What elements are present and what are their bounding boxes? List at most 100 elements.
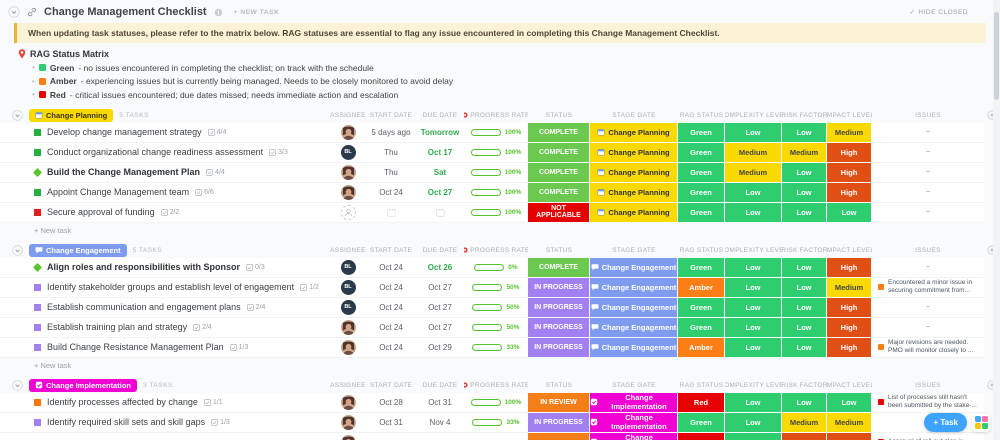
due-date-cell[interactable]: Oct 29 xyxy=(416,337,464,358)
issues-cell[interactable]: – xyxy=(872,317,984,338)
group-badge[interactable]: Change Implementation xyxy=(29,378,138,392)
due-date-cell[interactable]: Oct 27 xyxy=(416,297,464,318)
progress-rate-cell[interactable]: 100% xyxy=(464,182,528,203)
due-date-cell[interactable]: Oct 26 xyxy=(416,257,464,278)
status-cell[interactable]: COMPLETE xyxy=(528,162,590,183)
group-badge[interactable]: Change Planning xyxy=(29,108,114,122)
complexity-level-cell[interactable]: Low xyxy=(725,337,782,358)
complexity-level-cell[interactable]: Low xyxy=(725,412,782,433)
task-name-cell[interactable]: Align roles and responsibilities with Sp… xyxy=(0,257,330,278)
progress-rate-cell[interactable]: 33% xyxy=(464,337,528,358)
assignee-avatar[interactable] xyxy=(340,124,356,140)
new-task-button[interactable]: + New task xyxy=(34,360,72,370)
stage-gate-cell[interactable]: Change Engagement xyxy=(590,337,678,358)
start-date-cell[interactable]: Oct 31 xyxy=(366,412,416,433)
impact-level-cell[interactable]: Low xyxy=(827,202,872,223)
task-name-cell[interactable]: Build Change Resistance Management Plan 1… xyxy=(0,337,330,358)
rag-status-cell[interactable] xyxy=(678,432,725,440)
collapse-chevron-icon[interactable] xyxy=(12,379,23,391)
issues-cell[interactable]: – xyxy=(872,297,984,318)
assignee-cell[interactable] xyxy=(330,412,366,433)
column-header-stage-gate[interactable]: STAGE GATE xyxy=(590,112,678,119)
column-header-status[interactable]: STATUS xyxy=(528,112,590,119)
status-cell[interactable]: COMPLETE xyxy=(528,122,590,143)
stage-gate-cell[interactable]: Change Engagement xyxy=(590,317,678,338)
risk-factor-cell[interactable]: Medium xyxy=(782,412,827,433)
issues-cell[interactable]: – xyxy=(872,257,984,278)
progress-rate-cell[interactable]: 100% xyxy=(464,202,528,223)
complexity-level-cell[interactable]: Medium xyxy=(725,162,782,183)
start-date-cell[interactable]: Thu xyxy=(366,142,416,163)
stage-gate-cell[interactable]: Change Engagement xyxy=(590,277,678,298)
start-date-cell[interactable]: Oct 24 xyxy=(366,337,416,358)
complexity-level-cell[interactable] xyxy=(725,432,782,440)
collapse-chevron-icon[interactable] xyxy=(12,244,23,256)
issues-cell[interactable]: List of processes still hasn't been subm… xyxy=(872,392,984,413)
risk-factor-cell[interactable]: Low xyxy=(782,297,827,318)
task-name-cell[interactable]: Establish training plan and strategy 2/4 xyxy=(0,317,330,338)
risk-factor-cell[interactable]: Low xyxy=(782,162,827,183)
due-date-cell[interactable]: Oct 17 xyxy=(416,142,464,163)
collapse-chevron-icon[interactable] xyxy=(8,6,20,18)
column-header-complexity-level[interactable]: COMPLEXITY LEVEL xyxy=(725,382,782,389)
status-cell[interactable]: NOT APPLICABLE xyxy=(528,202,590,223)
group-badge[interactable]: Change Engagement xyxy=(29,243,127,257)
impact-level-cell[interactable]: High xyxy=(827,182,872,203)
start-date-cell[interactable]: Oct 28 xyxy=(366,392,416,413)
column-header-assignee[interactable]: ASSIGNEE xyxy=(330,247,366,254)
task-name-cell[interactable]: Appoint Change Management team 6/6 xyxy=(0,182,330,203)
vertical-scrollbar[interactable] xyxy=(993,0,1000,440)
issues-cell[interactable]: – xyxy=(872,162,984,183)
start-date-cell[interactable] xyxy=(366,432,416,440)
risk-factor-cell[interactable]: Low xyxy=(782,257,827,278)
impact-level-cell[interactable]: High xyxy=(827,317,872,338)
progress-rate-cell[interactable]: 100% xyxy=(464,392,528,413)
column-header-start-date[interactable]: START DATE xyxy=(366,247,416,254)
impact-level-cell[interactable]: High xyxy=(827,337,872,358)
column-header-status[interactable]: STATUS xyxy=(528,382,590,389)
task-name-cell[interactable]: Secure approval of funding 2/2 xyxy=(0,202,330,223)
start-date-cell[interactable]: Oct 24 xyxy=(366,277,416,298)
rag-status-cell[interactable]: Green xyxy=(678,317,725,338)
risk-factor-cell[interactable]: Low xyxy=(782,122,827,143)
impact-level-cell[interactable]: High xyxy=(827,142,872,163)
assignee-cell[interactable]: BL xyxy=(330,297,366,318)
impact-level-cell[interactable]: Medium xyxy=(827,277,872,298)
column-header-issues[interactable]: ISSUES xyxy=(872,247,984,254)
column-header-risk-factor[interactable]: RISK FACTOR xyxy=(782,247,827,254)
column-header-stage-gate[interactable]: STAGE GATE xyxy=(590,247,678,254)
risk-factor-cell[interactable]: Medium xyxy=(782,142,827,163)
assignee-cell[interactable]: BL xyxy=(330,257,366,278)
due-date-cell[interactable]: Nov 4 xyxy=(416,412,464,433)
progress-rate-cell[interactable]: 33% xyxy=(464,412,528,433)
rag-status-cell[interactable]: Amber xyxy=(678,277,725,298)
issues-cell[interactable]: – xyxy=(872,142,984,163)
assignee-cell[interactable] xyxy=(330,122,366,143)
rag-status-cell[interactable]: Green xyxy=(678,142,725,163)
assignee-cell[interactable] xyxy=(330,202,366,223)
assignee-avatar[interactable]: BL xyxy=(340,259,356,275)
stage-gate-cell[interactable]: Change Implementation xyxy=(590,412,678,433)
rag-status-cell[interactable]: Amber xyxy=(678,337,725,358)
assignee-avatar[interactable]: BL xyxy=(340,279,356,295)
progress-rate-cell[interactable]: 0% xyxy=(464,257,528,278)
due-date-cell[interactable]: Sat xyxy=(416,162,464,183)
rag-status-cell[interactable]: Green xyxy=(678,412,725,433)
task-name-cell[interactable]: Develop change management strategy 4/4 xyxy=(0,122,330,143)
status-cell[interactable]: COMPLETE xyxy=(528,182,590,203)
column-header-progress-rate[interactable]: PROGRESS RATE xyxy=(464,247,528,254)
impact-level-cell[interactable] xyxy=(827,432,872,440)
rag-status-cell[interactable]: Red xyxy=(678,392,725,413)
progress-rate-cell[interactable]: 50% xyxy=(464,317,528,338)
impact-level-cell[interactable]: High xyxy=(827,297,872,318)
stage-gate-cell[interactable]: Change Planning xyxy=(590,202,678,223)
progress-rate-cell[interactable]: 50% xyxy=(464,277,528,298)
rag-status-cell[interactable]: Green xyxy=(678,182,725,203)
assignee-avatar[interactable] xyxy=(340,164,356,180)
column-header-issues[interactable]: ISSUES xyxy=(872,112,984,119)
issues-cell[interactable]: – xyxy=(872,202,984,223)
status-cell[interactable] xyxy=(528,432,590,440)
start-date-cell[interactable]: 5 days ago xyxy=(366,122,416,143)
stage-gate-cell[interactable]: Change Implementation xyxy=(590,392,678,413)
complexity-level-cell[interactable]: Low xyxy=(725,202,782,223)
